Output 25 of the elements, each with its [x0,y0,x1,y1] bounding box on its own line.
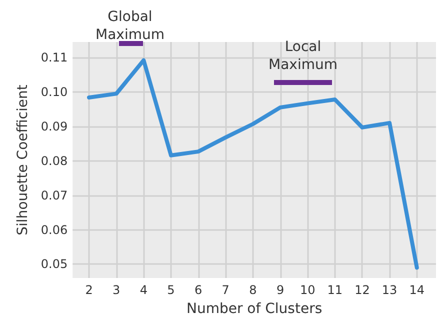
annotation: Local Maximum [268,38,338,74]
x-tick-label: 12 [354,283,370,297]
x-tick-label: 6 [194,283,202,297]
x-tick-label: 14 [409,283,425,297]
x-tick-label: 13 [382,283,398,297]
y-tick-label: 0.10 [40,84,68,99]
annotation: Global Maximum [94,8,166,44]
y-tick-label: 0.06 [40,222,68,237]
x-tick-label: 2 [85,283,93,297]
line-series [87,58,419,270]
y-tick-label: 0.07 [40,188,68,202]
y-tick-label: 0.09 [40,119,68,134]
y-tick-label: 0.11 [40,50,68,65]
x-tick-label: 4 [140,283,148,297]
x-tick-label: 11 [327,283,343,297]
x-tick-label: 9 [276,283,284,297]
x-tick-label: 10 [300,283,316,297]
x-axis-title: Number of Clusters [186,301,322,317]
x-tick-label: 7 [222,283,230,297]
x-tick-label: 8 [249,283,257,297]
x-tick-label: 3 [112,283,120,297]
y-tick-label: 0.08 [40,154,68,168]
y-tick-label: 0.05 [40,257,68,272]
y-axis-title: Silhouette Coefficient [15,84,31,236]
x-tick-label: 5 [167,283,175,297]
